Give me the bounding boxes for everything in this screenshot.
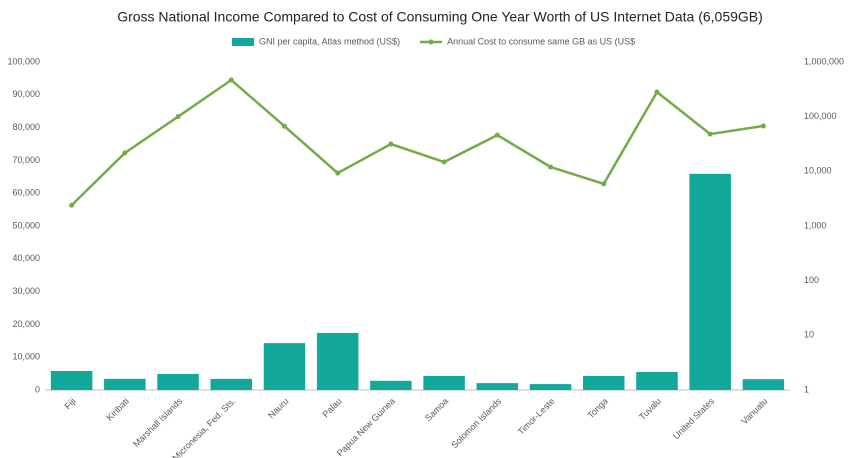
x-tick-label: Palau (320, 396, 343, 419)
bar (476, 383, 519, 390)
bar (157, 373, 199, 390)
x-tick-label: Fiji (62, 396, 77, 411)
y2-tick-label: 1,000,000 (804, 56, 844, 66)
y-tick-label: 100,000 (7, 56, 40, 66)
y-tick-label: 70,000 (12, 155, 40, 165)
legend-swatch (428, 39, 434, 45)
x-tick-label: United States (671, 396, 717, 442)
chart-title: Gross National Income Compared to Cost o… (117, 9, 763, 25)
x-tick-label: Samoa (423, 396, 450, 423)
bar (50, 370, 93, 390)
y-tick-label: 30,000 (12, 286, 40, 296)
y-tick-label: 0 (35, 384, 40, 394)
y2-tick-label: 100 (804, 275, 819, 285)
x-tick-label: Tuvalu (637, 396, 663, 422)
x-tick-label: Nauru (266, 396, 290, 420)
line-marker (281, 123, 287, 129)
y2-tick-label: 10 (804, 330, 814, 340)
bar (689, 173, 731, 390)
line-marker (335, 170, 341, 176)
x-tick-label: Timor-Leste (516, 396, 557, 437)
y-tick-label: 40,000 (12, 253, 40, 263)
x-tick-label: Marshall Islands (131, 396, 184, 449)
x-tick-label: Solomon Islands (449, 396, 503, 450)
x-tick-label: Vanuatu (739, 396, 769, 426)
bar (423, 375, 465, 390)
bar (210, 378, 253, 390)
y-tick-label: 80,000 (12, 122, 40, 132)
legend-label: Annual Cost to consume same GB as US (US… (447, 36, 635, 46)
x-tick-label: Tonga (585, 396, 609, 420)
line (70, 78, 764, 207)
line-marker (548, 164, 554, 170)
y-tick-label: 90,000 (12, 89, 40, 99)
y-tick-label: 10,000 (12, 352, 40, 362)
y2-tick-label: 10,000 (804, 166, 832, 176)
line-marker (388, 141, 394, 147)
line-marker (441, 159, 447, 165)
bar (370, 380, 412, 390)
bar (742, 379, 785, 390)
line-marker (69, 202, 75, 208)
x-tick-label: Papua New Guinea (335, 396, 397, 458)
bar (636, 371, 678, 390)
bar (529, 384, 572, 390)
y-tick-label: 20,000 (12, 319, 40, 329)
line-marker (654, 89, 660, 95)
bar (263, 343, 306, 390)
y2-tick-label: 1,000 (804, 220, 827, 230)
y-tick-label: 60,000 (12, 188, 40, 198)
y2-tick-label: 1 (804, 384, 809, 394)
line-marker (601, 181, 607, 187)
legend-swatch (232, 38, 254, 46)
bar (104, 378, 146, 390)
x-tick-label: Kiribati (104, 396, 131, 423)
y-tick-label: 50,000 (12, 220, 40, 230)
y2-tick-label: 100,000 (804, 111, 837, 121)
line-marker (494, 132, 500, 138)
line-marker (760, 123, 766, 129)
line-marker (175, 114, 181, 120)
bar (582, 375, 625, 390)
line-marker (707, 131, 713, 137)
bar (316, 332, 359, 390)
line-marker (228, 77, 234, 83)
legend-label: GNI per capita, Atlas method (US$) (259, 36, 400, 46)
line-marker (122, 150, 128, 156)
